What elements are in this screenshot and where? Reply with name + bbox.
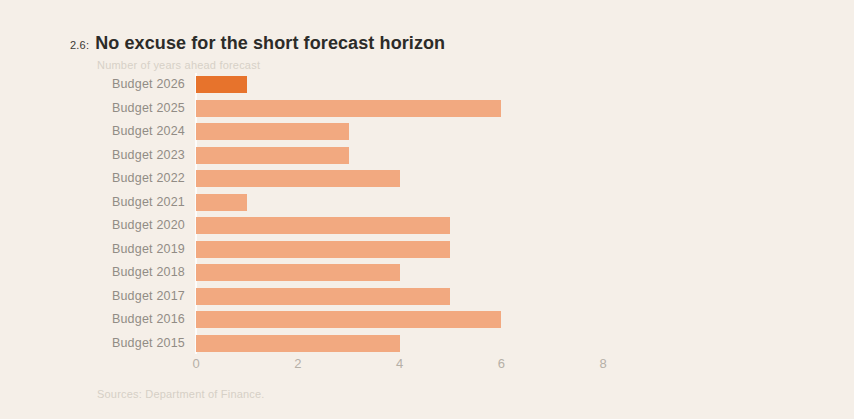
- chart-row: Budget 2015: [97, 335, 603, 352]
- category-label: Budget 2019: [97, 241, 185, 258]
- chart-row: Budget 2022: [97, 170, 603, 187]
- x-axis: 02468: [196, 356, 603, 372]
- category-label: Budget 2023: [97, 147, 185, 164]
- bar: [196, 311, 501, 328]
- chart-row: Budget 2026: [97, 76, 603, 93]
- bar: [196, 264, 400, 281]
- x-axis-tick: 6: [498, 356, 505, 371]
- sources-note: Sources: Department of Finance.: [97, 388, 265, 400]
- chart-row: Budget 2023: [97, 147, 603, 164]
- category-label: Budget 2020: [97, 217, 185, 234]
- bar-track: [196, 76, 603, 93]
- category-label: Budget 2017: [97, 288, 185, 305]
- chart-row: Budget 2018: [97, 264, 603, 281]
- chart-row: Budget 2017: [97, 288, 603, 305]
- bar-track: [196, 335, 603, 352]
- chart-row: Budget 2020: [97, 217, 603, 234]
- chart-subtitle: Number of years ahead forecast: [97, 59, 260, 71]
- bar-track: [196, 288, 603, 305]
- bar: [196, 76, 247, 93]
- bar: [196, 170, 400, 187]
- chart-title: No excuse for the short forecast horizon: [95, 33, 445, 54]
- x-axis-tick: 2: [294, 356, 301, 371]
- bar-track: [196, 241, 603, 258]
- bar-track: [196, 147, 603, 164]
- category-label: Budget 2025: [97, 100, 185, 117]
- bar: [196, 288, 450, 305]
- bar: [196, 123, 349, 140]
- bar: [196, 100, 501, 117]
- chart-rows: Budget 2026 Budget 2025 Budget 2024 Budget …: [97, 76, 603, 352]
- x-axis-tick: 0: [192, 356, 199, 371]
- chart-row: Budget 2024: [97, 123, 603, 140]
- x-axis-tick: 4: [396, 356, 403, 371]
- chart-title-row: 2.6: No excuse for the short forecast ho…: [70, 33, 445, 54]
- category-label: Budget 2021: [97, 194, 185, 211]
- bar-track: [196, 170, 603, 187]
- chart-figure: 2.6: No excuse for the short forecast ho…: [0, 0, 854, 419]
- chart-row: Budget 2019: [97, 241, 603, 258]
- category-label: Budget 2016: [97, 311, 185, 328]
- chart-row: Budget 2025: [97, 100, 603, 117]
- bar-track: [196, 194, 603, 211]
- bar-track: [196, 311, 603, 328]
- bar-track: [196, 217, 603, 234]
- category-label: Budget 2024: [97, 123, 185, 140]
- figure-number: 2.6:: [70, 39, 89, 51]
- bar: [196, 194, 247, 211]
- x-axis-tick: 8: [599, 356, 606, 371]
- category-label: Budget 2022: [97, 170, 185, 187]
- category-label: Budget 2026: [97, 76, 185, 93]
- bar: [196, 241, 450, 258]
- category-label: Budget 2015: [97, 335, 185, 352]
- bar: [196, 147, 349, 164]
- bar-track: [196, 100, 603, 117]
- bar-track: [196, 123, 603, 140]
- bar: [196, 335, 400, 352]
- category-label: Budget 2018: [97, 264, 185, 281]
- chart-row: Budget 2021: [97, 194, 603, 211]
- chart-row: Budget 2016: [97, 311, 603, 328]
- bar-track: [196, 264, 603, 281]
- bar: [196, 217, 450, 234]
